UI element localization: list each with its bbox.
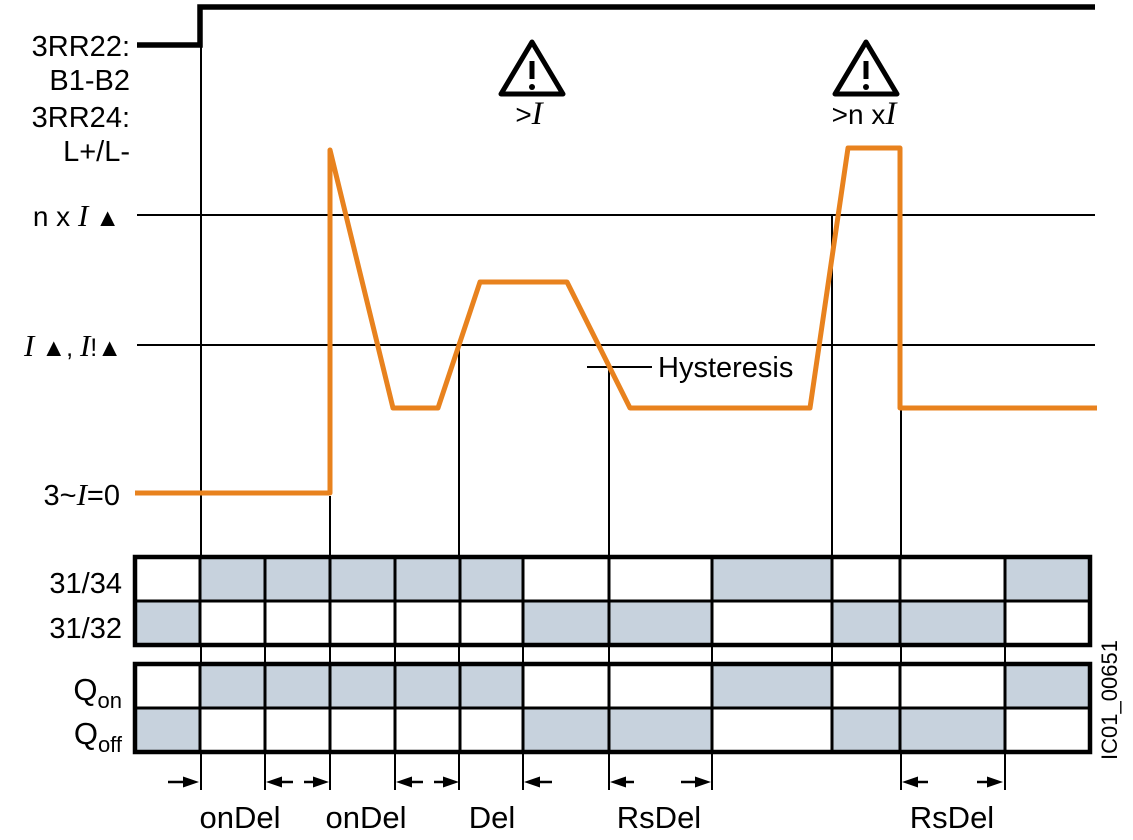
timing-cell-active bbox=[521, 706, 611, 754]
delay-label-ondel-2: onDel bbox=[326, 800, 407, 835]
timing-cell-active bbox=[458, 555, 525, 603]
timing-cell-inactive bbox=[263, 706, 332, 754]
timing-cell-active bbox=[133, 599, 202, 647]
delay-arrowhead bbox=[524, 776, 540, 788]
timing-cell-active bbox=[328, 662, 397, 710]
timing-cell-inactive bbox=[198, 599, 267, 647]
delay-arrowhead bbox=[396, 776, 412, 788]
timing-cell-active bbox=[1003, 662, 1092, 710]
timing-cell-active bbox=[263, 555, 332, 603]
delay-arrows-layer bbox=[168, 776, 1003, 788]
delay-label-del: Del bbox=[469, 800, 516, 835]
delay-arrowhead bbox=[313, 776, 329, 788]
threshold-lines-layer bbox=[137, 214, 1095, 368]
timing-cell-inactive bbox=[830, 555, 902, 603]
timing-cell-active bbox=[710, 555, 834, 603]
device-label-3rr24: 3RR24: bbox=[32, 102, 130, 134]
timing-cell-active bbox=[830, 599, 902, 647]
timing-cell-active bbox=[830, 706, 902, 754]
timing-cell-inactive bbox=[521, 662, 611, 710]
timing-cell-inactive bbox=[710, 599, 834, 647]
timing-cell-active bbox=[898, 599, 1007, 647]
timing-cell-inactive bbox=[1003, 599, 1092, 647]
timing-cell-inactive bbox=[458, 706, 525, 754]
timing-cell-inactive bbox=[710, 706, 834, 754]
timing-cell-inactive bbox=[607, 555, 714, 603]
delay-label-rsdel-1: RsDel bbox=[617, 800, 701, 835]
timing-cell-inactive bbox=[458, 599, 525, 647]
timing-cell-inactive bbox=[133, 555, 202, 603]
timing-group-border bbox=[132, 554, 1093, 648]
timing-cell-active bbox=[328, 555, 397, 603]
timing-cell-inactive bbox=[393, 599, 462, 647]
threshold-label-i: I ▲, I!▲ bbox=[23, 328, 122, 363]
timing-cell-active bbox=[521, 599, 611, 647]
timing-cell-active bbox=[393, 662, 462, 710]
current-trace bbox=[135, 145, 1097, 496]
timing-cell-inactive bbox=[1003, 706, 1092, 754]
control-voltage-layer bbox=[137, 4, 1095, 48]
timing-cell-inactive bbox=[198, 706, 267, 754]
delay-arrowhead bbox=[443, 776, 459, 788]
timing-group-border bbox=[132, 661, 1093, 755]
timing-cell-inactive bbox=[898, 662, 1007, 710]
timing-bars-layer bbox=[132, 554, 1093, 755]
timing-cell-inactive bbox=[830, 662, 902, 710]
delay-label-ondel-1: onDel bbox=[200, 800, 281, 835]
timing-cell-inactive bbox=[263, 599, 332, 647]
control-voltage-trace bbox=[137, 4, 1095, 48]
figure-id: IC01_00651 bbox=[1097, 640, 1122, 760]
device-terminals-b1-b2: B1-B2 bbox=[49, 65, 130, 97]
exclamation-dot bbox=[863, 84, 869, 90]
timing-cell-inactive bbox=[393, 706, 462, 754]
timing-cell-inactive bbox=[898, 555, 1007, 603]
timing-cell-inactive bbox=[328, 706, 397, 754]
delay-arrowhead bbox=[610, 776, 626, 788]
warning-label-over-n-x-i: >n xI bbox=[832, 96, 899, 132]
timing-cell-active bbox=[898, 706, 1007, 754]
timing-cell-active bbox=[393, 555, 462, 603]
row-label-q-off: Qoff bbox=[74, 716, 123, 757]
warning-triangle-over-n-x-i bbox=[832, 39, 900, 97]
delay-arrowhead bbox=[987, 776, 1003, 788]
zero-current-label: 3~I=0 bbox=[44, 477, 120, 512]
timing-cell-active bbox=[607, 706, 714, 754]
threshold-label-n-x-i: n x I ▲ bbox=[33, 198, 120, 233]
current-curve-layer bbox=[135, 145, 1097, 496]
timing-cell-active bbox=[458, 662, 525, 710]
timing-cell-inactive bbox=[328, 599, 397, 647]
timing-cell-inactive bbox=[607, 662, 714, 710]
timing-cell-active bbox=[133, 706, 202, 754]
delay-label-rsdel-2: RsDel bbox=[910, 800, 994, 835]
delay-arrowhead bbox=[266, 776, 282, 788]
device-terminals-l-plus-minus: L+/L- bbox=[63, 136, 130, 168]
timing-cell-inactive bbox=[521, 555, 611, 603]
hysteresis-label: Hysteresis bbox=[658, 352, 793, 384]
timing-cell-active bbox=[198, 555, 267, 603]
timing-cell-active bbox=[198, 662, 267, 710]
timing-cell-active bbox=[710, 662, 834, 710]
delay-arrowhead bbox=[695, 776, 711, 788]
row-label-31-34: 31/34 bbox=[49, 568, 122, 600]
warning-label-over-i: >I bbox=[515, 96, 544, 132]
delay-arrowhead bbox=[902, 776, 918, 788]
exclamation-dot bbox=[529, 84, 535, 90]
timing-cell-active bbox=[263, 662, 332, 710]
timing-cell-active bbox=[607, 599, 714, 647]
row-label-31-32: 31/32 bbox=[49, 613, 122, 645]
row-label-q-on: Qon bbox=[73, 672, 122, 713]
timing-cell-inactive bbox=[133, 662, 202, 710]
timing-cell-active bbox=[1003, 555, 1092, 603]
warning-triangle-overcurrent bbox=[498, 39, 566, 97]
delay-arrowhead bbox=[183, 776, 199, 788]
device-label-3rr22: 3RR22: bbox=[32, 31, 130, 63]
